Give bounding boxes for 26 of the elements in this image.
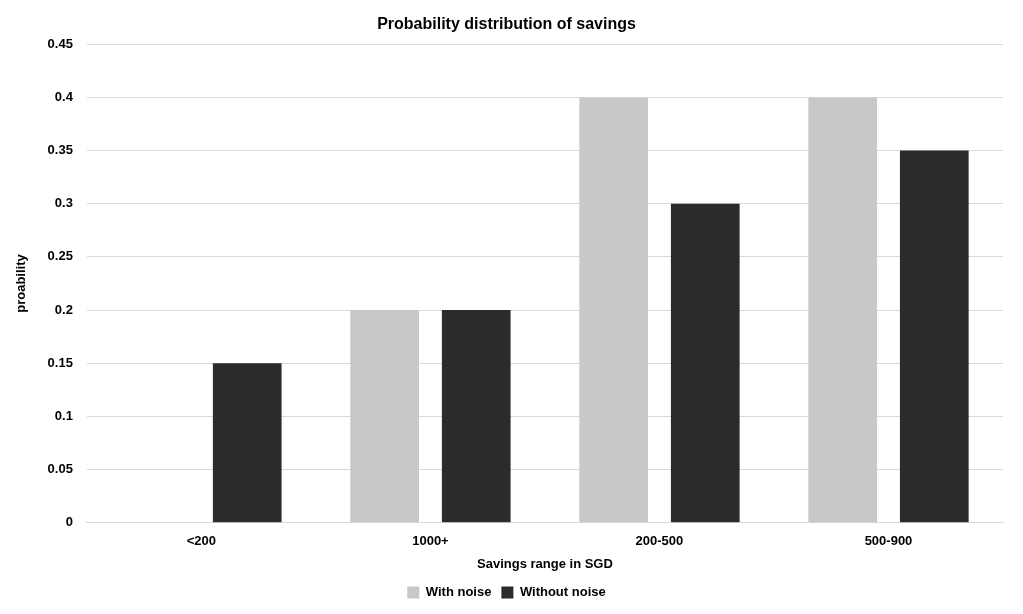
- x-tick-label: 200-500: [635, 533, 684, 549]
- y-tick-label: 0.3: [54, 195, 73, 211]
- bar: [808, 97, 878, 523]
- y-tick-label: 0.2: [54, 301, 73, 317]
- legend-label: With noise: [425, 584, 492, 600]
- bar: [441, 310, 511, 523]
- x-tick-label: 1000+: [412, 533, 450, 549]
- y-tick-label: 0.4: [54, 88, 74, 104]
- bar: [670, 203, 740, 523]
- y-tick-label: 0.1: [54, 408, 73, 424]
- bar: [899, 150, 969, 523]
- bar: [579, 97, 649, 523]
- x-axis-title: Savings range in SGD: [477, 555, 613, 571]
- x-tick-label: <200: [186, 533, 217, 549]
- bar: [212, 363, 282, 523]
- y-axis-title: proability: [13, 253, 29, 313]
- bar: [350, 310, 419, 523]
- y-tick-label: 0.45: [47, 35, 73, 51]
- legend-label: Without noise: [519, 584, 606, 600]
- y-tick-label: 0: [65, 514, 73, 530]
- chart-title: Probability distribution of savings: [377, 15, 636, 33]
- y-tick-label: 0.15: [47, 354, 73, 370]
- y-tick-label: 0.05: [47, 461, 73, 477]
- y-tick-label: 0.35: [47, 142, 73, 158]
- y-tick-label: 0.25: [47, 248, 73, 264]
- x-tick-label: 500-900: [864, 533, 913, 549]
